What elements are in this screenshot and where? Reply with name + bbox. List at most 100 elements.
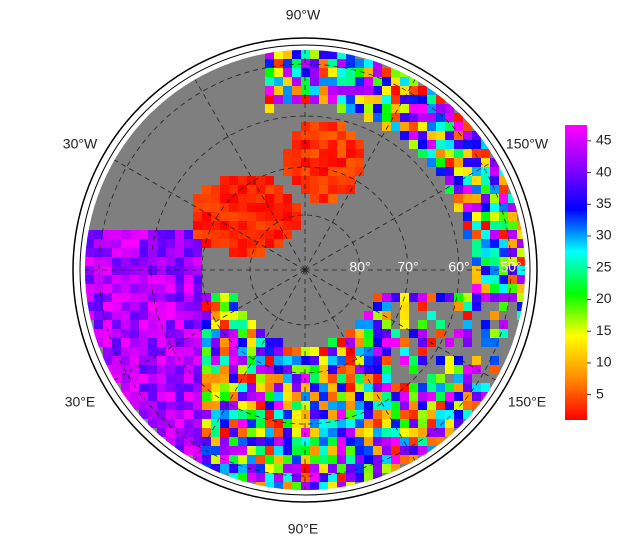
raster-cell [337,131,346,140]
raster-cell [229,392,238,401]
raster-cell [256,401,265,410]
raster-cell [391,329,400,338]
raster-cell [166,329,175,338]
raster-cell [238,239,247,248]
raster-cell [508,212,517,221]
raster-cell [499,329,508,338]
raster-cell [247,212,256,221]
raster-cell [256,428,265,437]
raster-cell [229,329,238,338]
raster-cell [238,230,247,239]
raster-cell [139,347,148,356]
raster-cell [427,401,436,410]
raster-cell [319,464,328,473]
raster-cell [247,419,256,428]
raster-cell [166,410,175,419]
raster-cell [193,221,202,230]
raster-cell [220,230,229,239]
raster-cell [391,77,400,86]
raster-cell [337,473,346,482]
raster-cell [346,77,355,86]
raster-cell [454,122,463,131]
raster-cell [373,338,382,347]
raster-cell [175,266,184,275]
raster-cell [301,68,310,77]
lat-label: 70° [397,259,418,275]
raster-cell [436,140,445,149]
raster-cell [391,428,400,437]
raster-cell [490,212,499,221]
raster-cell [247,374,256,383]
raster-cell [202,428,211,437]
raster-cell [166,311,175,320]
raster-cell [409,140,418,149]
raster-cell [355,446,364,455]
raster-cell [337,482,346,490]
raster-cell [328,185,337,194]
raster-cell [454,365,463,374]
raster-cell [346,104,355,113]
raster-cell [346,392,355,401]
raster-cell [382,401,391,410]
raster-cell [400,131,409,140]
raster-cell [265,239,274,248]
raster-cell [337,356,346,365]
raster-cell [175,320,184,329]
raster-cell [283,230,292,239]
raster-cell [238,356,247,365]
raster-cell [481,329,490,338]
raster-cell [229,230,238,239]
raster-cell [256,329,265,338]
raster-cell [157,401,166,410]
raster-cell [481,257,490,266]
raster-cell [247,248,256,257]
raster-cell [301,185,310,194]
raster-cell [337,383,346,392]
raster-cell [193,230,202,239]
raster-cell [418,131,427,140]
raster-cell [382,437,391,446]
raster-cell [454,374,463,383]
raster-cell [238,455,247,464]
lon-label: 90°E [288,521,319,537]
raster-cell [499,257,508,266]
raster-cell [220,293,229,302]
raster-cell [247,185,256,194]
raster-cell [148,365,157,374]
raster-cell [445,158,454,167]
raster-cell [139,338,148,347]
raster-cell [175,257,184,266]
raster-cell [454,392,463,401]
raster-cell [337,158,346,167]
raster-cell [94,266,103,275]
raster-cell [445,338,454,347]
raster-cell [301,95,310,104]
raster-cell [301,77,310,86]
raster-cell [283,374,292,383]
raster-cell [445,293,454,302]
raster-cell [454,176,463,185]
raster-cell [346,446,355,455]
raster-cell [391,419,400,428]
raster-cell [310,140,319,149]
raster-cell [481,221,490,230]
raster-cell [310,158,319,167]
raster-cell [355,167,364,176]
raster-cell [301,482,310,490]
raster-cell [139,239,148,248]
raster-cell [85,284,94,293]
raster-cell [211,392,220,401]
raster-cell [301,437,310,446]
raster-cell [103,257,112,266]
raster-cell [229,437,238,446]
raster-cell [85,302,94,311]
raster-cell [355,158,364,167]
raster-cell [337,167,346,176]
raster-cell [319,473,328,482]
raster-cell [373,419,382,428]
raster-cell [472,266,481,275]
meridian [304,74,418,271]
raster-cell [247,365,256,374]
raster-cell [337,140,346,149]
raster-cell [256,185,265,194]
